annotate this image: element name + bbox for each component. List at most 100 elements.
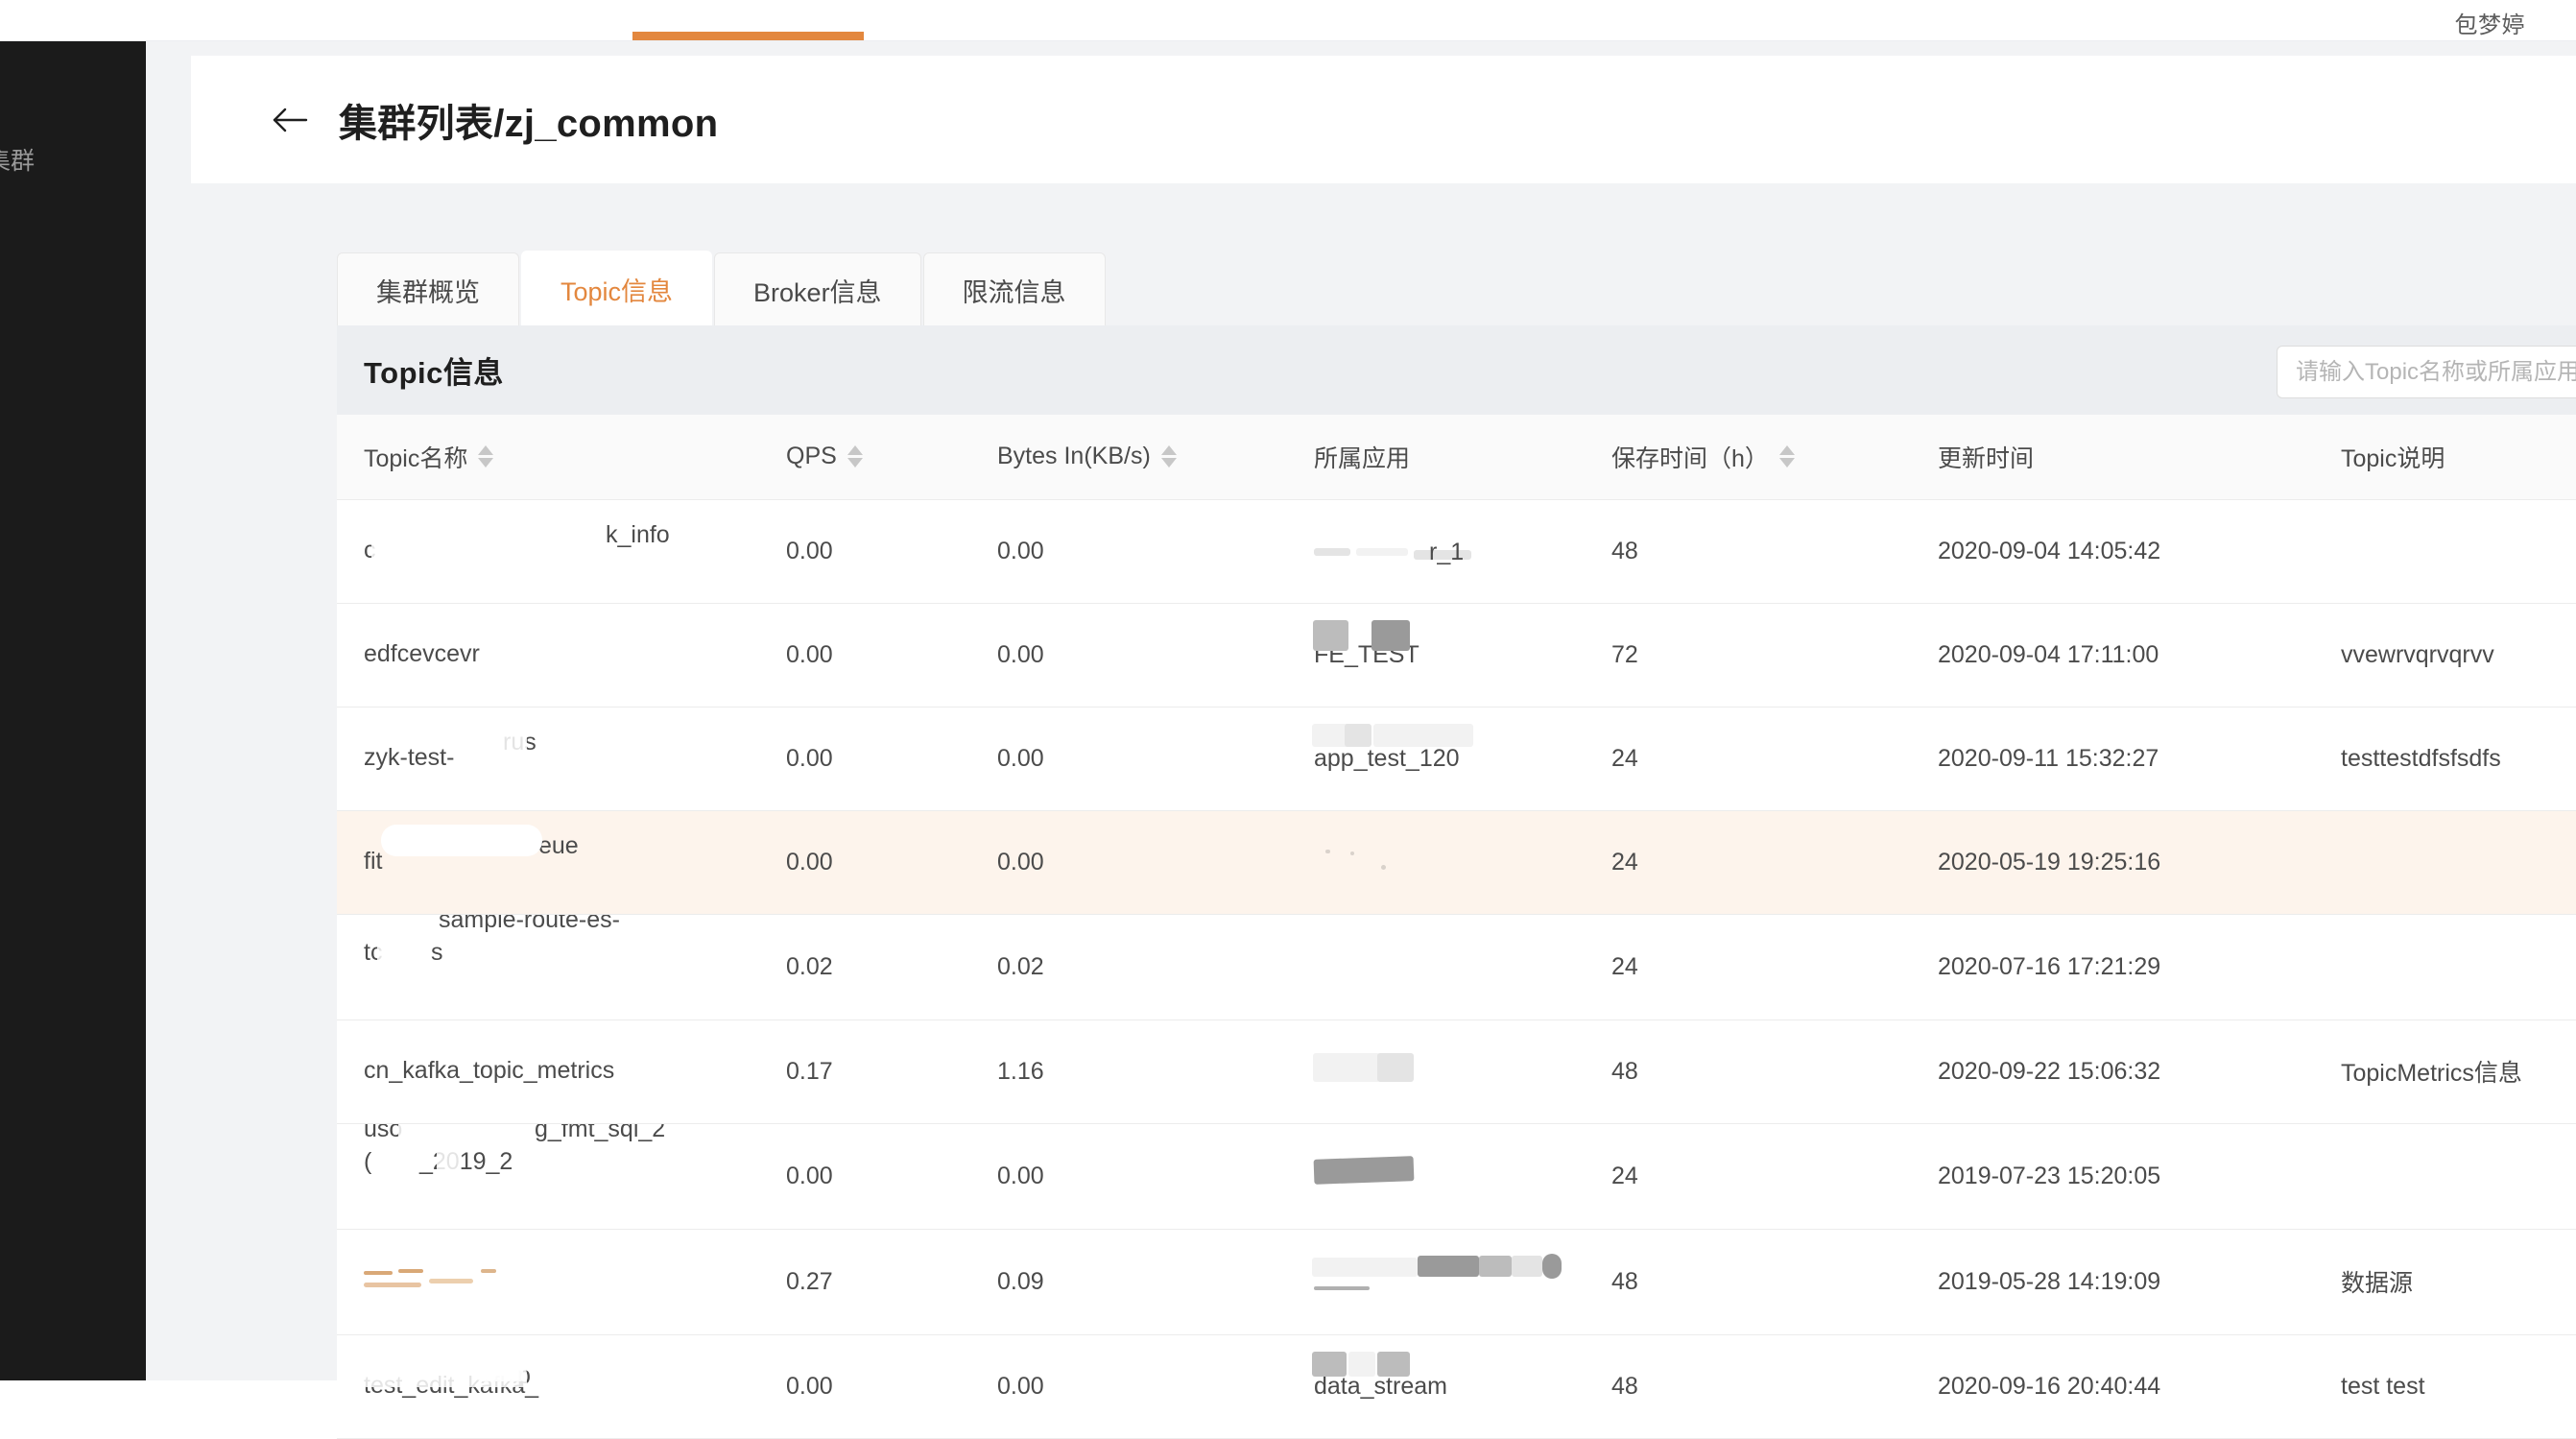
cell-updated: 2020-09-11 15:32:27 [1911,707,2314,811]
card-title: Topic信息 [364,356,504,390]
cell-updated: 2019-05-28 14:19:09 [1911,1229,2314,1335]
search-input[interactable] [2278,358,2576,386]
cell-qps: 0.17 [759,1019,970,1124]
topic-name-line2b: _2019_2 [419,1148,513,1175]
topic-name-line2b: s [431,939,443,966]
table-row[interactable]: c k_info 0.00 0.00 [337,499,2576,604]
cell-updated: 2020-05-19 19:25:16 [1911,810,2314,915]
cell-qps: 0.27 [759,1229,970,1335]
cell-qps: 0.00 [759,810,970,915]
column-header-qps[interactable]: QPS [759,415,970,500]
topic-name-prefix: test_edit_kafka_ [364,1372,539,1400]
cell-retention: 24 [1585,914,1911,1020]
sort-toggle-bytes-in[interactable] [1160,445,1177,468]
tab-broker-info[interactable]: Broker信息 [714,252,921,327]
cell-qps: 0.00 [759,603,970,708]
cell-topic-name[interactable] [337,1229,759,1335]
table-row[interactable]: sample-route-es- tc s 0.02 0.02 24 2020-… [337,914,2576,1020]
table-row[interactable]: test_edit_kafka_ p 0.00 0.00 data_stream [337,1334,2576,1439]
search-box[interactable] [2277,346,2576,398]
cell-bytes-in: 0.02 [970,914,1287,1020]
tab-label: Topic信息 [561,277,674,306]
tab-throttle-info[interactable]: 限流信息 [922,252,1106,327]
column-header-retention[interactable]: 保存时间（h） [1585,415,1911,500]
arrow-left-icon[interactable] [272,102,308,138]
cell-description [2314,499,2576,604]
cell-topic-name[interactable]: fit eue [337,810,759,915]
cell-app: app_test_120 [1287,707,1585,811]
sort-toggle-retention[interactable] [1778,445,1795,468]
table-row[interactable]: cn_kafka_topic_metrics 0.17 1.16 T 48 20… [337,1019,2576,1124]
cell-updated: 2020-09-04 17:11:00 [1911,603,2314,708]
table-row[interactable]: edfcevcevr 0.00 0.00 FE_TEST 72 2020-09-… [337,603,2576,708]
column-label: 保存时间（h） [1611,444,1769,472]
cell-description: 数据源 居 生… [2314,1229,2576,1335]
cell-app [1287,914,1585,1020]
cell-topic-name[interactable]: cn_kafka_topic_metrics [337,1019,759,1124]
tab-label: 限流信息 [962,278,1066,307]
app-suffix: r_1 [1429,538,1465,565]
tab-cluster-overview[interactable]: 集群概览 [337,252,519,327]
cell-bytes-in: 0.00 [970,603,1287,708]
tab-topic-info[interactable]: Topic信息 [521,251,713,327]
cell-retention: 24 [1585,1123,1911,1230]
content-area: 集群列表/zj_common 集群概览 Topic信息 Broker信息 限流信… [146,41,2576,1439]
cell-topic-name[interactable]: sample-route-es- tc s [337,914,759,1020]
cell-updated: 2020-09-22 15:06:32 [1911,1019,2314,1124]
cell-retention: 72 [1585,603,1911,708]
table-row[interactable]: 0.27 0.09 48 2019-05-28 14:19:09 [337,1229,2576,1335]
cell-topic-name[interactable]: uso g_fmt_sql_2 ( _2019_2 [337,1123,759,1230]
cell-app: FE_TEST [1287,603,1585,708]
topic-name-line2: tc [364,939,383,966]
column-label: Topic名称 [364,444,468,472]
sidebar: 集群 [0,41,146,1380]
cell-qps: 0.00 [759,499,970,604]
sort-toggle-qps[interactable] [847,445,863,468]
table-row[interactable]: fit eue 0.00 0.00 [337,810,2576,915]
topic-name-suffix: rus [503,729,537,756]
column-label: Topic说明 [2341,444,2445,472]
app-label: data_stream [1314,1372,1447,1400]
cell-app [1287,810,1585,915]
topic-info-card: Topic信息 [337,325,2576,1439]
cell-app [1287,1123,1585,1230]
user-name[interactable]: 包梦婷 [2454,12,2525,38]
cell-topic-name[interactable]: test_edit_kafka_ p [337,1334,759,1439]
cell-app: r_1 [1287,499,1585,604]
topic-name-line1: uso [364,1123,403,1142]
cell-description: vvewrvqrvqrvv [2314,603,2576,708]
topic-name-prefix: c [364,537,376,564]
cell-qps: 0.00 [759,1334,970,1439]
column-header-updated: 更新时间 [1911,415,2314,500]
table-row[interactable]: uso g_fmt_sql_2 ( _2019_2 0.00 0.00 [337,1123,2576,1230]
cell-description [2314,1123,2576,1230]
tab-label: Broker信息 [753,278,882,307]
cell-topic-name[interactable]: c k_info [337,499,759,604]
cell-retention: 48 [1585,499,1911,604]
topic-name-prefix: zyk-test- [364,744,455,772]
cell-updated: 2019-07-23 15:20:05 [1911,1123,2314,1230]
sidebar-item-cluster[interactable]: 集群 [0,142,35,177]
cell-app: T [1287,1019,1585,1124]
topic-name-mid: g_fmt_sql_2 [535,1123,666,1142]
topic-name-prefix: fit [364,848,383,875]
column-label: 所属应用 [1314,444,1411,472]
app-label: app_test_120 [1314,744,1460,772]
app-label: FE_TEST [1314,640,1419,668]
topic-name-suffix: eue [538,832,579,860]
sort-toggle-topic-name[interactable] [478,445,494,468]
cell-updated: 2020-09-16 20:40:44 [1911,1334,2314,1439]
column-header-topic-name[interactable]: Topic名称 [337,415,759,500]
cell-app [1287,1229,1585,1335]
table-row[interactable]: zyk-test- rus 0.00 0.00 app_test_120 [337,707,2576,811]
column-header-bytes-in[interactable]: Bytes In(KB/s) [970,415,1287,500]
cell-bytes-in: 0.00 [970,707,1287,811]
cell-topic-name[interactable]: zyk-test- rus [337,707,759,811]
cell-qps: 0.00 [759,707,970,811]
page-header: 集群列表/zj_common [191,56,2576,183]
active-nav-indicator [632,32,864,41]
sidebar-item-label: 集群 [0,148,36,175]
cell-topic-name[interactable]: edfcevcevr [337,603,759,708]
topic-name-suffix: p [517,1362,531,1390]
card-header: Topic信息 [337,325,2576,415]
